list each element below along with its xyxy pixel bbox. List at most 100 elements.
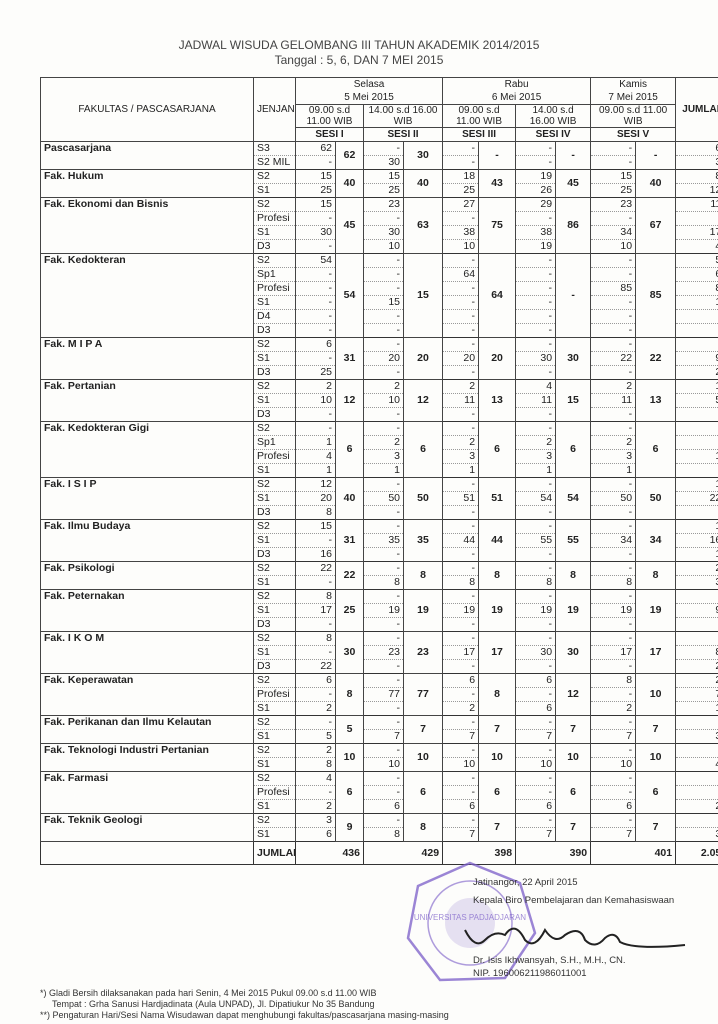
session-label-3: SESI III [442, 127, 517, 142]
blank-cell [40, 841, 254, 865]
session-count: - [442, 337, 480, 352]
session-subtotal: 8 [555, 561, 592, 590]
table-row: Sp1--64--64 [41, 267, 718, 282]
level-cell: S2 [253, 337, 296, 352]
session-count: 25 [363, 183, 404, 198]
grand-session-total: 398 [442, 841, 517, 865]
session-subtotal: 7 [635, 715, 677, 744]
session-subtotal: 17 [478, 631, 517, 674]
level-cell: D4 [253, 309, 296, 324]
session-count: - [363, 785, 404, 800]
session-count: - [515, 659, 557, 674]
session-count: 2 [515, 435, 557, 450]
faculty-name: Fak. I K O M [40, 631, 254, 674]
session-count: 8 [295, 757, 336, 772]
session-count: 8 [590, 673, 637, 688]
session-label-4: SESI IV [515, 127, 592, 142]
session-count: 23 [363, 197, 404, 212]
session-subtotal: 6 [335, 421, 364, 478]
level-cell: S2 [253, 561, 296, 576]
session-count: - [590, 687, 637, 702]
session-count: 8 [515, 575, 557, 590]
session-count: 23 [363, 645, 404, 660]
session-count: 2 [295, 743, 336, 758]
session-subtotal: 6 [555, 421, 592, 478]
session-subtotal: 10 [335, 743, 364, 772]
session-count: - [590, 309, 637, 324]
level-cell: S1 [253, 533, 296, 548]
table-row: D4------ [41, 309, 718, 324]
row-total: 26 [675, 673, 718, 688]
level-cell: S1 [253, 575, 296, 590]
session-count: - [363, 561, 404, 576]
session-count: 15 [295, 169, 336, 184]
table-row: Fak. PertanianS221221221341521312 [40, 379, 718, 422]
session-count: 10 [363, 393, 404, 408]
session-count: 8 [590, 575, 637, 590]
session-count: - [515, 477, 557, 492]
table-row: Fak. Perikanan dan Ilmu Kelautan S2-5-7-7… [40, 715, 718, 744]
session-count: - [363, 141, 404, 156]
session-subtotal: 40 [335, 477, 364, 520]
table-row: S1101011111153 [41, 393, 718, 408]
session-subtotal: - [635, 141, 677, 170]
level-cell: S1 [253, 645, 296, 660]
level-cell: S2 [253, 673, 296, 688]
svg-text:UNIVERSITAS PADJADJARAN: UNIVERSITAS PADJADJARAN [414, 913, 526, 922]
session-count: 2 [295, 701, 336, 716]
table-row: Fak. HukumS21540154018431945154082 [40, 169, 718, 198]
session-label-5: SESI V [590, 127, 677, 142]
faculty-name: Fak. Ekonomi dan Bisnis [40, 197, 254, 254]
session-count: 4 [515, 379, 557, 394]
level-cell: Profesi [253, 281, 296, 296]
session-count: - [515, 631, 557, 646]
session-count: - [295, 323, 336, 338]
session-count: 2 [363, 379, 404, 394]
table-row: S1- 8 8 8 8 32 [41, 575, 718, 590]
table-row: S15 7 7 7 7 33 [41, 729, 718, 744]
faculty-name: Fak. Teknologi Industri Pertanian [40, 743, 254, 772]
session-count: 7 [590, 827, 637, 842]
session-count: - [442, 519, 480, 534]
session-count: - [442, 771, 480, 786]
session-count: 15 [295, 519, 336, 534]
row-total: 117 [675, 197, 718, 212]
session-count: 30 [515, 645, 557, 660]
session-count: 20 [295, 491, 336, 506]
session-count: - [442, 505, 480, 520]
session-subtotal: 6 [402, 421, 444, 478]
session-count: 3 [442, 449, 480, 464]
session-count: 19 [363, 603, 404, 618]
grand-total-label: JUMLAH [253, 841, 296, 865]
session-count: - [295, 687, 336, 702]
session-count: 10 [442, 239, 480, 254]
faculty-name: Fak. Teknik Geologi [40, 813, 254, 842]
session-count: 25 [590, 183, 637, 198]
row-total: 87 [675, 645, 718, 660]
note-venue: Tempat : Grha Sanusi Hardjadinata (Aula … [52, 999, 375, 1009]
session-count: 4 [295, 449, 336, 464]
session-count: - [295, 281, 336, 296]
level-cell: D3 [253, 547, 296, 562]
session-count: 62 [295, 141, 336, 156]
session-subtotal: 22 [635, 337, 677, 380]
session-label-2: SESI II [362, 127, 444, 142]
session-subtotal: 31 [335, 519, 364, 562]
session-count: 7 [515, 729, 557, 744]
session-subtotal: 23 [402, 631, 444, 674]
session-count: - [363, 659, 404, 674]
session-count: - [442, 477, 480, 492]
session-subtotal: 10 [478, 743, 517, 772]
session-count: 34 [590, 533, 637, 548]
session-count: 7 [363, 729, 404, 744]
session-count: - [363, 309, 404, 324]
faculty-name: Fak. Kedokteran Gigi [40, 421, 254, 478]
session-count: - [295, 533, 336, 548]
session-count: - [515, 589, 557, 604]
session-count: - [363, 477, 404, 492]
level-cell: S2 [253, 589, 296, 604]
